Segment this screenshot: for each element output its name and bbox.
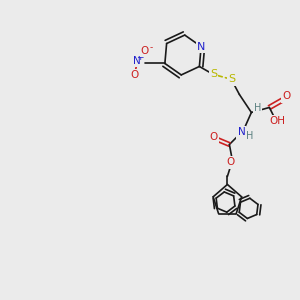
Text: H: H [254,103,261,113]
Text: S: S [228,74,235,85]
Text: O: O [131,70,139,80]
Text: O: O [282,92,290,101]
Text: N: N [133,56,141,67]
Text: O: O [141,46,149,56]
Text: O: O [209,133,217,142]
Text: S: S [210,70,217,80]
Text: +: + [136,53,144,62]
Text: O: O [226,158,235,167]
Text: N: N [238,128,245,137]
Text: OH: OH [269,116,285,127]
Text: N: N [197,41,205,52]
Text: H: H [246,131,253,142]
Text: -: - [149,43,152,52]
